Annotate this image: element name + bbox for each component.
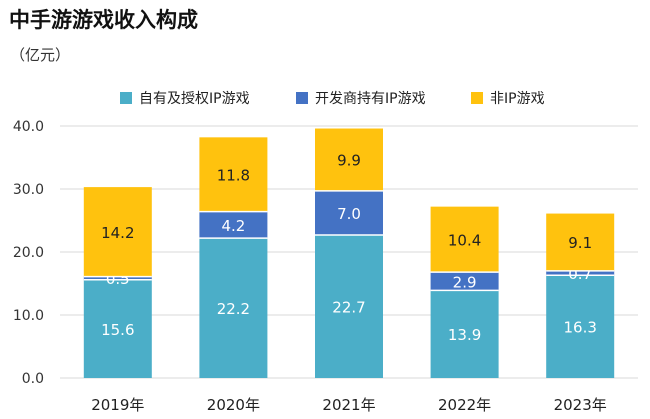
bar-segment [315, 128, 383, 191]
data-label: 13.9 [448, 326, 481, 344]
legend-item-series0: 自有及授权IP游戏 [120, 88, 250, 108]
data-label: 14.2 [101, 224, 134, 242]
data-label: 10.4 [448, 231, 481, 249]
y-tick-label: 30.0 [13, 182, 44, 198]
bar-segment [546, 213, 615, 271]
bar-segment [315, 190, 383, 235]
bar-segment [430, 290, 499, 378]
bar-segment [83, 187, 152, 277]
legend-swatch-series2 [471, 92, 483, 104]
y-tick-label: 40.0 [13, 119, 44, 135]
x-tick-label: 2020年 [207, 396, 260, 414]
y-tick-label: 10.0 [13, 308, 44, 324]
x-tick-label: 2022年 [438, 396, 491, 414]
data-label: 22.7 [332, 298, 365, 316]
bar-segment [199, 137, 268, 212]
x-tick-label: 2019年 [91, 396, 144, 414]
data-label: 11.8 [217, 167, 250, 185]
legend-swatch-series0 [120, 92, 132, 104]
y-tick-label: 0.0 [22, 371, 44, 387]
data-label: 2.9 [453, 273, 477, 291]
bar-segment [430, 272, 499, 291]
legend-item-series1: 开发商持有IP游戏 [296, 88, 426, 108]
bar-segment [199, 211, 268, 239]
bar-segment [83, 276, 152, 280]
data-label: 22.2 [217, 300, 250, 318]
data-label: 9.1 [568, 234, 592, 252]
bar-segment [546, 275, 615, 378]
chart-title: 中手游游戏收入构成 [9, 8, 198, 32]
unit-label: （亿元） [10, 46, 71, 64]
bar-segment [199, 238, 268, 378]
x-tick-label: 2023年 [554, 396, 607, 414]
data-label: 7.0 [337, 205, 361, 223]
data-label: 9.9 [337, 152, 361, 170]
legend: 自有及授权IP游戏 开发商持有IP游戏 非IP游戏 [0, 88, 650, 112]
data-label: 15.6 [101, 321, 134, 339]
y-tick-label: 20.0 [13, 245, 44, 261]
data-label: 16.3 [563, 319, 596, 337]
bar-segment [546, 270, 615, 276]
bar-segment [430, 206, 499, 273]
legend-item-series2: 非IP游戏 [471, 88, 545, 108]
legend-label-series2: 非IP游戏 [490, 91, 545, 107]
legend-label-series1: 开发商持有IP游戏 [315, 91, 426, 107]
legend-label-series0: 自有及授权IP游戏 [139, 91, 250, 107]
legend-swatch-series1 [296, 92, 308, 104]
x-tick-label: 2021年 [322, 396, 375, 414]
data-label: 4.2 [221, 217, 245, 235]
bar-segment [83, 279, 152, 378]
bar-segment [315, 234, 383, 378]
